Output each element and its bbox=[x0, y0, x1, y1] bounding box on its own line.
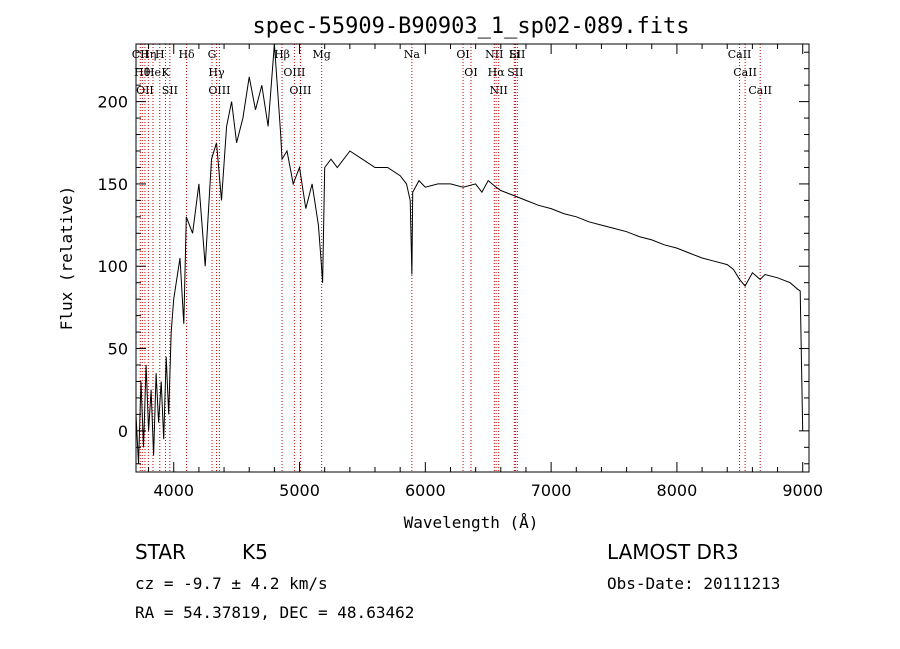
line-marker-label: OIII bbox=[283, 66, 305, 79]
line-marker-label: G bbox=[208, 48, 217, 61]
survey-name: LAMOST DR3 bbox=[607, 540, 739, 564]
plot-frame bbox=[135, 43, 810, 473]
line-marker-label: Li bbox=[509, 48, 520, 61]
line-marker-label: Mg bbox=[313, 48, 331, 61]
line-marker-label: SII bbox=[507, 66, 523, 79]
line-marker-label: Hγ bbox=[208, 66, 225, 79]
line-marker-label: SII bbox=[509, 48, 525, 61]
line-marker-label: He bbox=[145, 66, 161, 79]
line-marker-label: NII bbox=[485, 48, 503, 61]
object-class: STAR bbox=[135, 540, 186, 564]
observation-date: Obs-Date: 20111213 bbox=[607, 574, 781, 593]
line-marker-label: OII bbox=[136, 84, 154, 97]
line-marker-label: Hβ bbox=[274, 48, 290, 61]
x-tick-label: 8000 bbox=[657, 481, 698, 500]
redshift-cz: cz = -9.7 ± 4.2 km/s bbox=[135, 574, 328, 593]
line-marker-label: Hη bbox=[140, 48, 156, 61]
x-tick-label: 6000 bbox=[405, 481, 446, 500]
y-axis-label: Flux (relative) bbox=[57, 186, 76, 331]
y-axis-ticks: 0 50 100 150 200 bbox=[97, 51, 809, 465]
line-marker-label: H bbox=[155, 48, 165, 61]
y-tick-label: 0 bbox=[118, 422, 128, 441]
spectrum-line bbox=[135, 43, 804, 464]
x-tick-label: 9000 bbox=[782, 481, 823, 500]
x-tick-label: 4000 bbox=[153, 481, 194, 500]
line-markers bbox=[139, 44, 761, 472]
line-marker-label: OIII bbox=[208, 84, 230, 97]
x-tick-label: 5000 bbox=[279, 481, 320, 500]
line-marker-label: Hδ bbox=[178, 48, 195, 61]
x-axis-label: Wavelength (Å) bbox=[404, 513, 539, 532]
line-marker-label: Hθ bbox=[134, 66, 151, 79]
line-marker-label: OIII bbox=[289, 84, 311, 97]
line-marker-label: SII bbox=[162, 84, 178, 97]
x-tick-label: 7000 bbox=[531, 481, 572, 500]
x-axis-ticks: 4000 5000 6000 7000 8000 9000 bbox=[148, 44, 823, 500]
object-subclass: K5 bbox=[242, 540, 268, 564]
line-marker-label: OI bbox=[464, 66, 477, 79]
coordinates: RA = 54.37819, DEC = 48.63462 bbox=[135, 603, 415, 622]
line-marker-label: Na bbox=[404, 48, 421, 61]
chart-title: spec-55909-B90903_1_sp02-089.fits bbox=[252, 14, 689, 39]
y-tick-label: 200 bbox=[97, 93, 128, 112]
line-marker-label: CaII bbox=[728, 48, 752, 61]
line-marker-label: K bbox=[161, 66, 170, 79]
line-marker-label: Hα bbox=[488, 66, 506, 79]
line-marker-label: CaII bbox=[748, 84, 772, 97]
y-tick-label: 50 bbox=[108, 340, 128, 359]
y-tick-label: 100 bbox=[97, 257, 128, 276]
line-marker-label: CaII bbox=[733, 66, 757, 79]
line-marker-label: NII bbox=[490, 84, 508, 97]
line-marker-label: OI bbox=[456, 48, 469, 61]
y-tick-label: 150 bbox=[97, 175, 128, 194]
